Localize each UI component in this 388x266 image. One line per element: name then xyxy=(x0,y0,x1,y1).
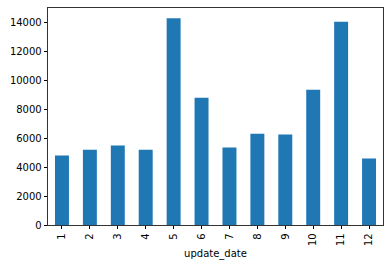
svg-text:11: 11 xyxy=(335,233,346,246)
svg-text:4000: 4000 xyxy=(16,162,41,173)
svg-text:12000: 12000 xyxy=(10,46,42,57)
svg-text:6000: 6000 xyxy=(16,133,41,144)
svg-text:10: 10 xyxy=(307,233,318,246)
svg-text:10000: 10000 xyxy=(10,75,42,86)
svg-text:update_date: update_date xyxy=(184,248,247,260)
svg-text:6: 6 xyxy=(196,233,207,239)
svg-text:8: 8 xyxy=(252,233,263,239)
svg-text:4: 4 xyxy=(140,233,151,239)
svg-text:12: 12 xyxy=(363,233,374,246)
svg-text:2000: 2000 xyxy=(16,191,41,202)
svg-text:0: 0 xyxy=(35,220,41,231)
svg-text:9: 9 xyxy=(280,233,291,239)
svg-text:1: 1 xyxy=(56,233,67,239)
svg-text:2: 2 xyxy=(84,233,95,239)
svg-text:14000: 14000 xyxy=(10,17,42,28)
svg-text:7: 7 xyxy=(224,233,235,239)
svg-text:8000: 8000 xyxy=(16,104,41,115)
svg-text:5: 5 xyxy=(168,233,179,239)
svg-text:3: 3 xyxy=(112,233,123,239)
